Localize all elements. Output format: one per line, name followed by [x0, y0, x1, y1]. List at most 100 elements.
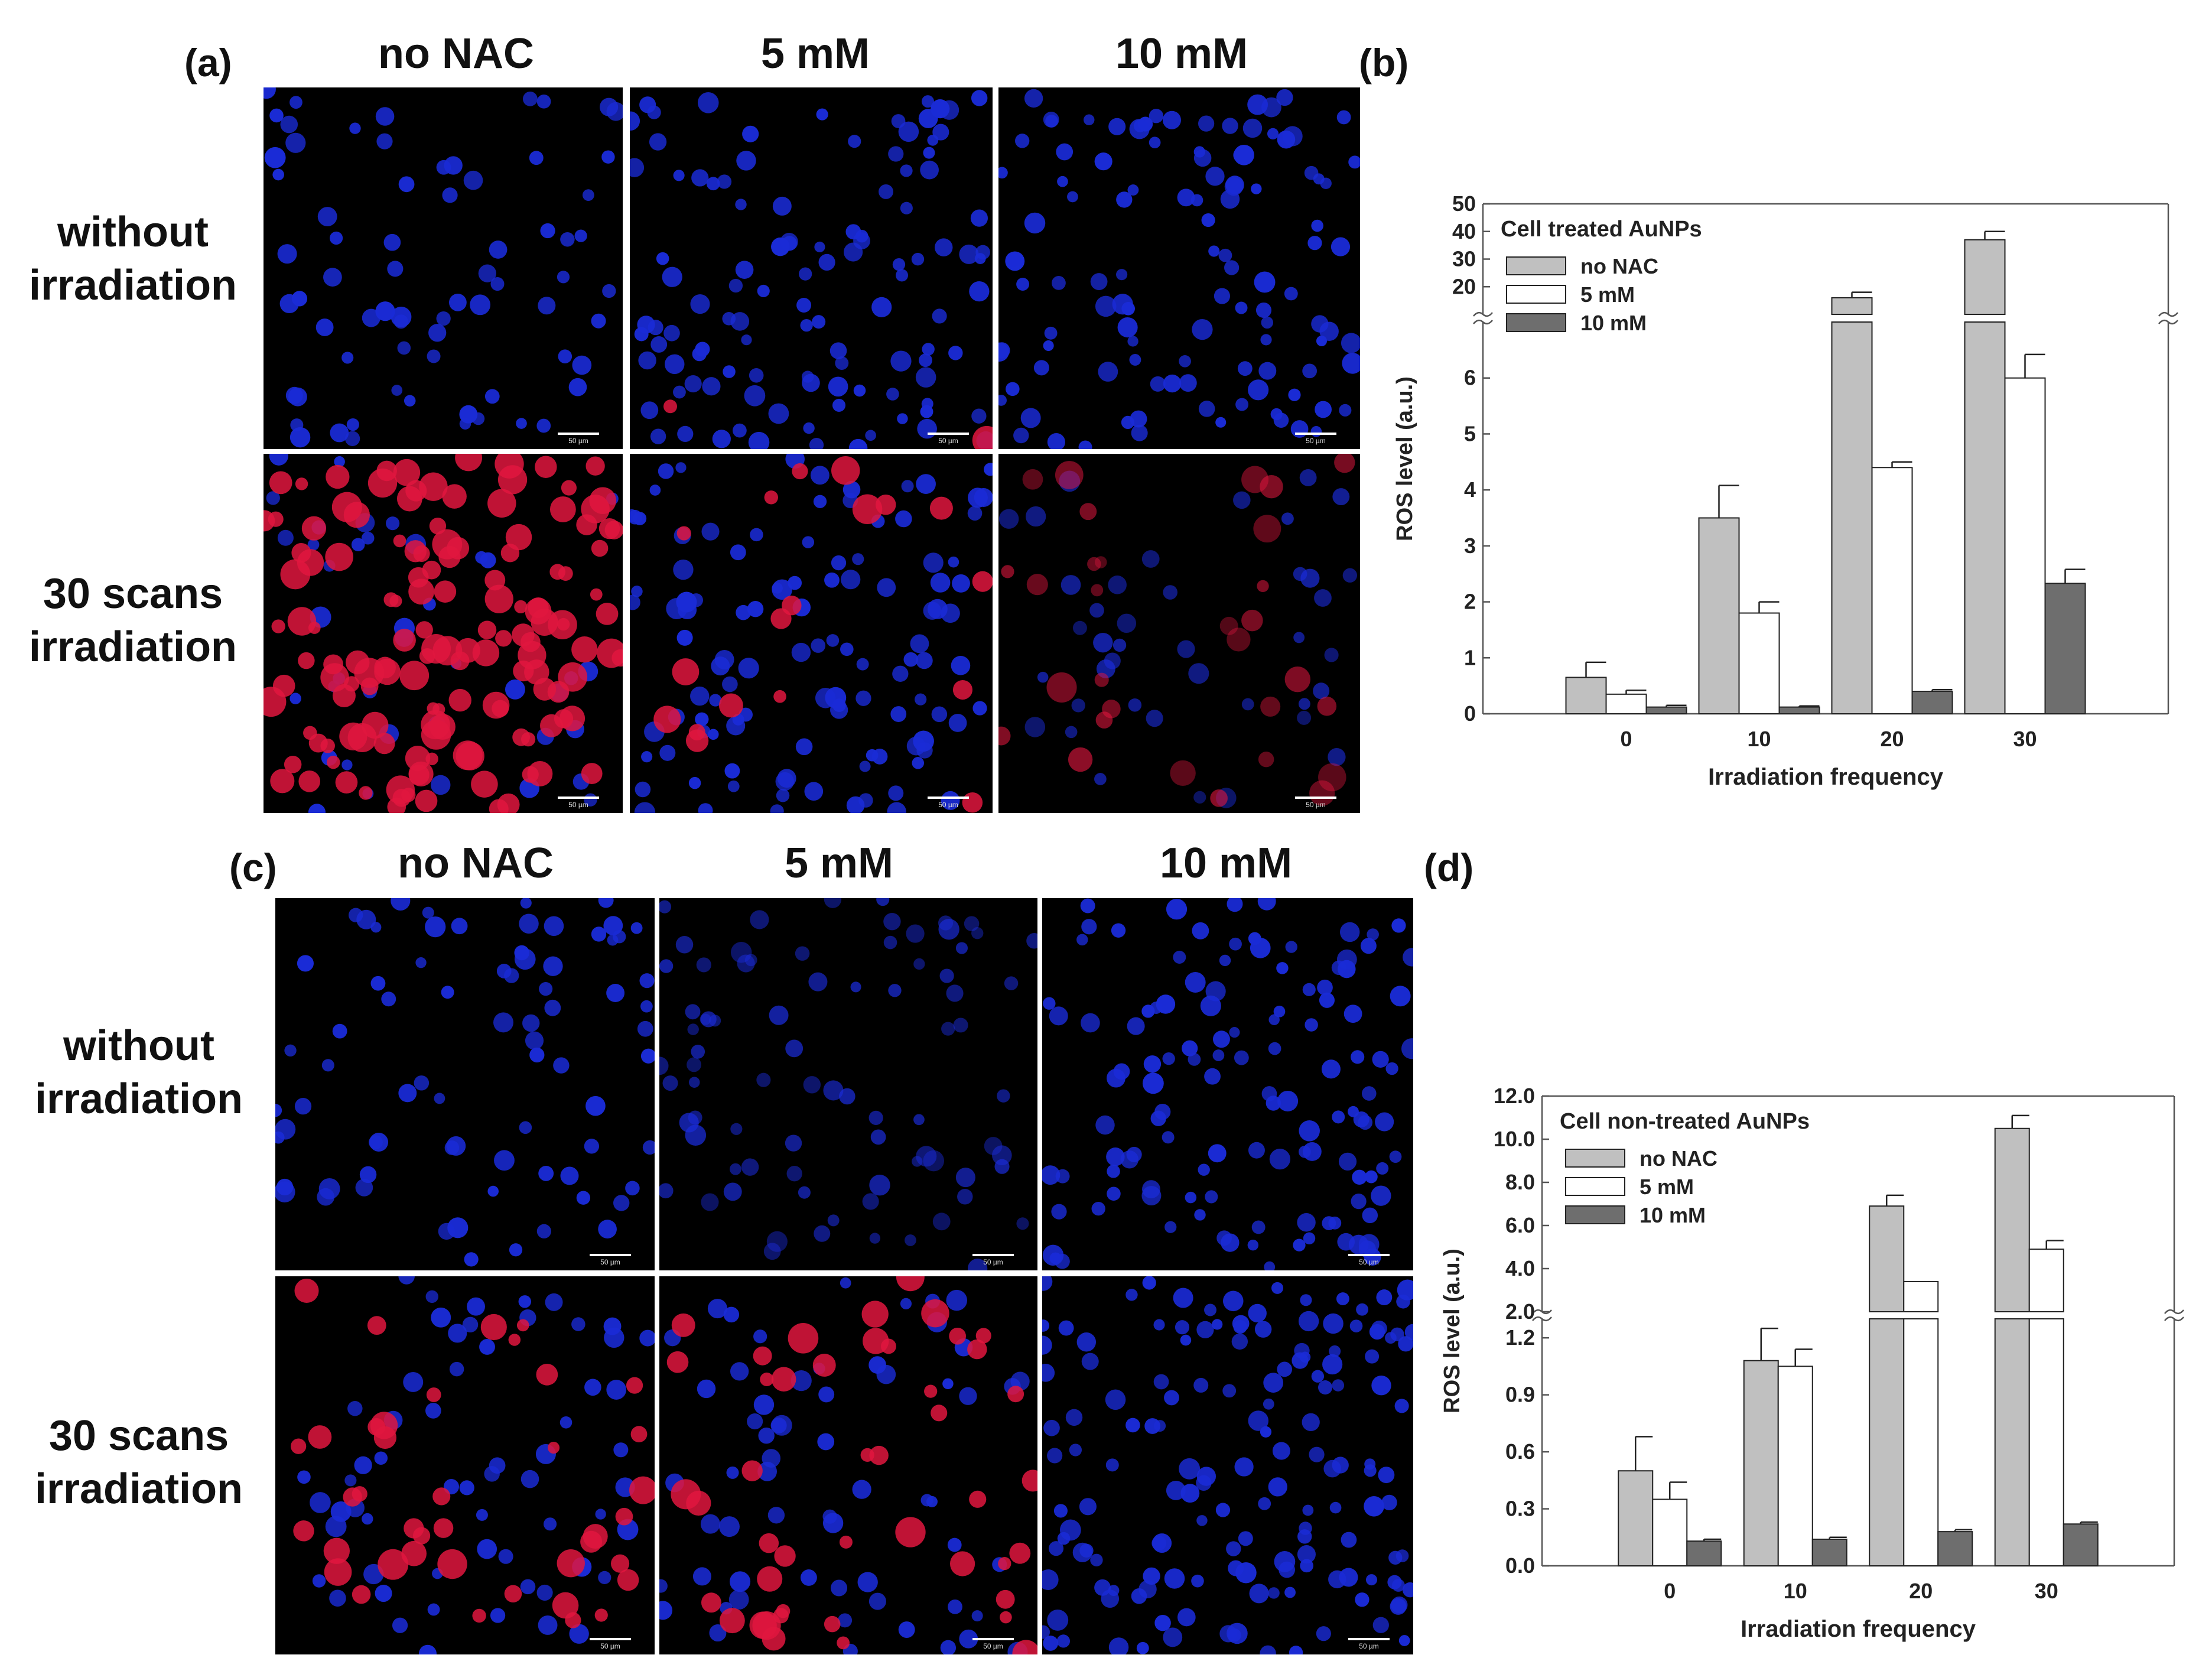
nucleus: [602, 284, 616, 298]
nucleus: [585, 1095, 606, 1116]
nucleus: [1205, 981, 1226, 1002]
nucleus: [1043, 340, 1054, 352]
ros-stained-cell: [415, 789, 438, 812]
nucleus: [568, 378, 587, 396]
legend-label: no NAC: [1580, 254, 1658, 278]
nucleus: [1342, 352, 1360, 374]
nucleus: [544, 1517, 557, 1531]
nucleus: [375, 301, 395, 321]
ros-stained-cell: [1257, 580, 1269, 593]
ros-stained-cell: [472, 639, 500, 667]
nucleus: [1004, 976, 1019, 990]
nucleus: [886, 388, 899, 401]
nucleus: [1258, 1497, 1271, 1510]
scale-bar-label: 50 µm: [568, 801, 588, 809]
nucleus: [297, 1470, 311, 1484]
nucleus: [1298, 1311, 1319, 1332]
ros-stained-cell: [757, 1566, 783, 1592]
nucleus: [729, 1163, 741, 1175]
nucleus: [490, 277, 505, 291]
bar: [1903, 1280, 1939, 1312]
ros-stained-cell: [596, 603, 619, 625]
nucleus: [1302, 983, 1316, 996]
nucleus: [1117, 317, 1138, 338]
nucleus: [1204, 1068, 1221, 1085]
nucleus: [817, 1433, 835, 1451]
nucleus: [1156, 994, 1176, 1014]
nucleus: [467, 1297, 485, 1316]
nucleus: [494, 1150, 515, 1171]
ros-stained-cell: [585, 456, 605, 476]
nucleus: [887, 802, 906, 813]
nucleus: [1403, 948, 1413, 967]
nucleus: [1016, 1217, 1029, 1230]
nucleus: [905, 1234, 916, 1246]
ros-stained-cell: [611, 1554, 630, 1573]
nucleus: [1179, 1458, 1201, 1480]
nucleus: [1076, 934, 1088, 946]
nucleus: [876, 898, 890, 906]
nucleus: [598, 898, 614, 908]
nucleus: [883, 935, 897, 950]
nucleus: [865, 430, 876, 441]
nucleus: [1059, 1519, 1081, 1541]
scale-bar: [928, 797, 969, 799]
nucleus: [1299, 1120, 1320, 1142]
nucleus: [785, 1039, 804, 1058]
nucleus: [730, 942, 752, 963]
nucleus: [744, 954, 757, 967]
scale-bar: [558, 433, 599, 435]
nucleus: [540, 223, 555, 239]
bar: [1994, 1318, 2030, 1566]
nucleus: [545, 1293, 563, 1311]
nucleus: [1104, 652, 1121, 669]
nucleus: [275, 1181, 295, 1202]
nucleus: [1150, 1110, 1166, 1126]
nucleus: [1107, 1165, 1120, 1178]
scale-bar: [928, 433, 969, 435]
nucleus: [1328, 1216, 1342, 1230]
panel-c-row-30scans: 30 scans irradiation: [12, 1409, 266, 1516]
ros-stained-cell: [412, 1527, 431, 1545]
nucleus: [280, 115, 298, 134]
nucleus: [441, 986, 454, 999]
nucleus: [766, 1231, 788, 1252]
nucleus: [1056, 143, 1074, 161]
nucleus: [1193, 1377, 1209, 1393]
x-tick-label: 30: [2013, 727, 2037, 751]
ros-stained-cell: [762, 1627, 786, 1651]
nucleus: [1125, 1418, 1140, 1433]
x-tick-label: 0: [1620, 727, 1632, 751]
nucleus: [514, 948, 536, 970]
ros-stained-cell: [367, 468, 398, 498]
scale-bar: [558, 797, 599, 799]
nucleus: [1121, 415, 1135, 430]
ros-stained-cell: [528, 597, 549, 619]
micrograph-a-r2-c2: 50 µm: [630, 454, 993, 813]
nucleus: [427, 349, 441, 363]
nucleus: [525, 1031, 544, 1050]
y-axis-label: ROS level (a.u.): [1393, 376, 1417, 541]
nucleus: [689, 1077, 700, 1088]
micrograph-c-r1-c2: 50 µm: [659, 898, 1037, 1270]
nucleus: [998, 509, 1019, 529]
nucleus: [1079, 1498, 1097, 1516]
nucleus: [1237, 361, 1253, 376]
nucleus: [1233, 491, 1251, 509]
nucleus: [888, 785, 904, 801]
nucleus: [383, 233, 401, 251]
nucleus: [788, 576, 802, 590]
nucleus: [362, 308, 380, 327]
nucleus: [397, 341, 411, 355]
nucleus: [796, 297, 812, 313]
nucleus: [536, 418, 551, 433]
nucleus: [763, 1243, 781, 1260]
nucleus: [750, 528, 763, 542]
nucleus: [1292, 1352, 1309, 1369]
nucleus: [690, 294, 710, 314]
nucleus: [946, 984, 964, 1002]
nucleus: [330, 231, 343, 245]
nucleus: [1072, 1542, 1092, 1562]
cell-field: 50 µm: [998, 454, 1358, 809]
ros-stained-cell: [921, 1299, 949, 1328]
